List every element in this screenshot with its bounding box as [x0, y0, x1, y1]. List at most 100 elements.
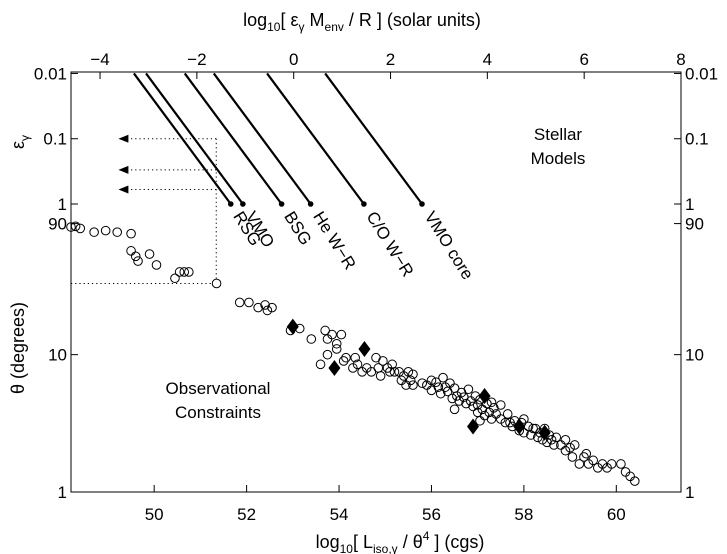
observation-point — [569, 440, 580, 450]
observation-point — [433, 382, 444, 392]
observation-point — [579, 452, 589, 462]
observation-point — [338, 356, 349, 366]
highlighted-point — [513, 418, 526, 435]
annotation-stellar: Stellar — [534, 125, 583, 144]
observation-point — [565, 442, 575, 453]
model-label: BSG — [280, 208, 315, 249]
observation-point — [350, 352, 361, 363]
epsilon-tick-label: 0.01 — [34, 64, 67, 83]
epsilon-tick-label-right: 1 — [685, 195, 694, 214]
observation-point — [574, 459, 585, 469]
bottom-tick-label: 56 — [422, 505, 441, 524]
model-line — [266, 72, 365, 205]
observation-point — [435, 388, 446, 399]
observation-point — [489, 403, 499, 413]
model-label: He W−R — [309, 208, 359, 273]
observation-point — [581, 448, 592, 459]
observation-point — [336, 329, 347, 340]
observation-point — [468, 401, 478, 412]
bottom-tick-label: 58 — [514, 505, 533, 524]
observation-point — [526, 430, 536, 440]
theta-axis-label: θ (degrees) — [8, 302, 28, 394]
guides-group — [71, 134, 217, 284]
observation-point — [89, 227, 99, 237]
top-tick-label: −2 — [187, 50, 206, 69]
observation-point — [130, 251, 141, 262]
observation-point — [151, 260, 162, 270]
observation-point — [306, 334, 317, 344]
observation-point — [126, 246, 136, 256]
observation-point — [438, 372, 448, 383]
top-tick-label: 2 — [386, 50, 395, 69]
observation-point — [234, 297, 245, 308]
theta-tick-label: 90 — [48, 215, 67, 234]
observation-point — [449, 404, 460, 415]
observation-point — [588, 455, 598, 466]
observation-point — [112, 227, 123, 237]
theta-tick-label: 1 — [58, 483, 67, 502]
annotation-models: Models — [531, 149, 586, 168]
observation-point — [327, 329, 337, 340]
tick-labels-group: 50 52 54 56 58 60−4 −2 0 2 4 6 80.01 0.010.1 0.11 190 9… — [34, 50, 718, 524]
observation-point — [267, 302, 277, 313]
observation-point — [528, 423, 538, 434]
observation-point — [322, 349, 333, 360]
observation-point — [331, 344, 342, 354]
observation-point — [447, 393, 458, 404]
observation-point — [253, 302, 263, 313]
observation-point — [133, 256, 143, 266]
model-line — [324, 72, 423, 205]
observation-point — [475, 415, 485, 426]
observation-point — [463, 384, 474, 395]
bottom-tick-label: 54 — [330, 505, 349, 524]
observation-point — [486, 397, 497, 408]
theta-tick-label-right: 90 — [685, 215, 704, 234]
observation-point — [530, 423, 541, 434]
observation-point — [70, 221, 81, 232]
top-tick-label: 4 — [483, 50, 492, 69]
observation-point — [532, 432, 543, 443]
observation-point — [502, 409, 513, 419]
observation-point — [262, 305, 273, 316]
theta-tick-label-right: 10 — [685, 346, 704, 365]
observation-point — [375, 371, 386, 381]
observation-point — [126, 228, 136, 239]
observation-point — [75, 223, 86, 234]
epsilon-tick-label-right: 0.1 — [685, 130, 709, 149]
observation-point — [560, 434, 571, 445]
theta-tick-label-right: 1 — [685, 483, 694, 502]
model-endpoint — [419, 201, 425, 207]
observation-point — [567, 452, 578, 462]
observation-point — [144, 249, 155, 259]
model-line — [183, 72, 283, 205]
top-tick-label: −4 — [90, 50, 109, 69]
highlighted-point — [467, 418, 480, 435]
observation-point — [546, 434, 557, 445]
observation-point — [341, 352, 351, 363]
model-endpoint — [278, 201, 285, 207]
observation-point — [606, 459, 617, 469]
epsilon-tick-label-right: 0.01 — [685, 64, 718, 83]
observation-point — [495, 400, 506, 410]
highlighted-point — [538, 424, 551, 441]
observation-point — [170, 273, 180, 284]
model-line — [145, 72, 244, 205]
model-line — [212, 72, 312, 205]
model-line — [133, 72, 232, 205]
model-endpoint — [361, 201, 367, 207]
annotation-constraints: Constraints — [175, 403, 261, 422]
bottom-axis-label: log10[ Liso,γ / θ4 ] (cgs) — [316, 529, 485, 554]
scatter-points-group — [66, 221, 640, 486]
observation-point — [320, 325, 330, 336]
bottom-tick-label: 50 — [145, 505, 164, 524]
model-endpoint — [307, 201, 314, 207]
observation-point — [542, 437, 552, 448]
observation-point — [403, 367, 414, 377]
epsilon-tick-label: 0.1 — [43, 130, 67, 149]
observation-point — [260, 300, 270, 310]
observation-point — [431, 377, 441, 388]
observation-point — [315, 359, 326, 370]
observation-point — [426, 375, 437, 386]
